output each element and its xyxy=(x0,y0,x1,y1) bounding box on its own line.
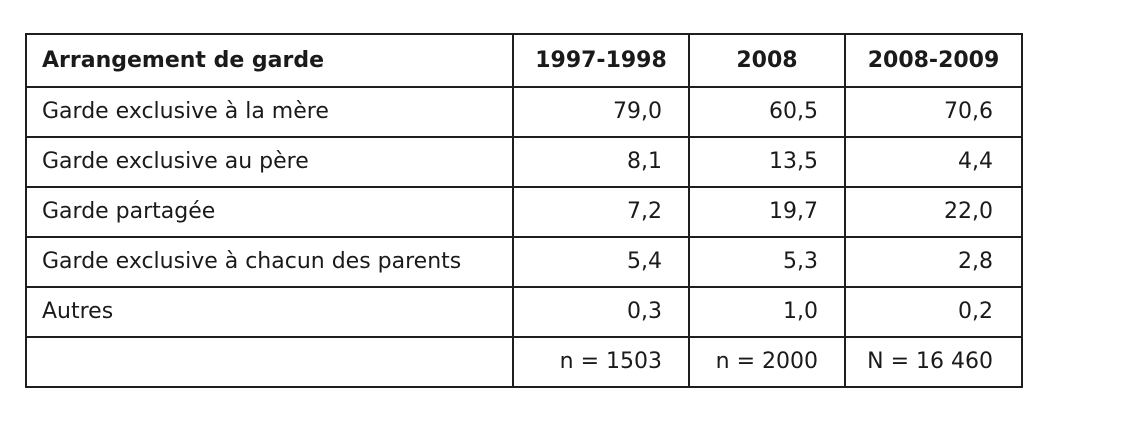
cell-value: 22,0 xyxy=(844,186,1023,238)
cell-value: 79,0 xyxy=(512,86,690,138)
cell-value: 70,6 xyxy=(844,86,1023,138)
cell-value: 7,2 xyxy=(512,186,690,238)
row-label: Garde exclusive à la mère xyxy=(25,86,514,138)
sample-size-2008: n = 2000 xyxy=(688,336,846,388)
row-label: Autres xyxy=(25,286,514,338)
row-label: Garde exclusive à chacun des parents xyxy=(25,236,514,288)
row-label: Garde partagée xyxy=(25,186,514,238)
cell-value: 8,1 xyxy=(512,136,690,188)
sample-size-2008-2009: N = 16 460 xyxy=(844,336,1023,388)
cell-value: 4,4 xyxy=(844,136,1023,188)
sample-size-empty-cell xyxy=(25,336,514,388)
cell-value: 5,4 xyxy=(512,236,690,288)
column-header-1997-1998: 1997-1998 xyxy=(512,33,690,88)
table-row: Garde partagée 7,2 19,7 22,0 xyxy=(25,186,1023,238)
column-header-2008: 2008 xyxy=(688,33,846,88)
custody-arrangement-table: Arrangement de garde 1997-1998 2008 2008… xyxy=(25,33,1023,388)
column-header-2008-2009: 2008-2009 xyxy=(844,33,1023,88)
cell-value: 60,5 xyxy=(688,86,846,138)
table-row: Autres 0,3 1,0 0,2 xyxy=(25,286,1023,338)
table-header-row: Arrangement de garde 1997-1998 2008 2008… xyxy=(25,33,1023,88)
row-label: Garde exclusive au père xyxy=(25,136,514,188)
table-row: Garde exclusive à la mère 79,0 60,5 70,6 xyxy=(25,86,1023,138)
cell-value: 5,3 xyxy=(688,236,846,288)
column-header-arrangement: Arrangement de garde xyxy=(25,33,514,88)
table-row: Garde exclusive à chacun des parents 5,4… xyxy=(25,236,1023,288)
cell-value: 1,0 xyxy=(688,286,846,338)
sample-size-row: n = 1503 n = 2000 N = 16 460 xyxy=(25,336,1023,388)
table-row: Garde exclusive au père 8,1 13,5 4,4 xyxy=(25,136,1023,188)
cell-value: 0,2 xyxy=(844,286,1023,338)
sample-size-1997-1998: n = 1503 xyxy=(512,336,690,388)
cell-value: 13,5 xyxy=(688,136,846,188)
cell-value: 2,8 xyxy=(844,236,1023,288)
cell-value: 19,7 xyxy=(688,186,846,238)
cell-value: 0,3 xyxy=(512,286,690,338)
